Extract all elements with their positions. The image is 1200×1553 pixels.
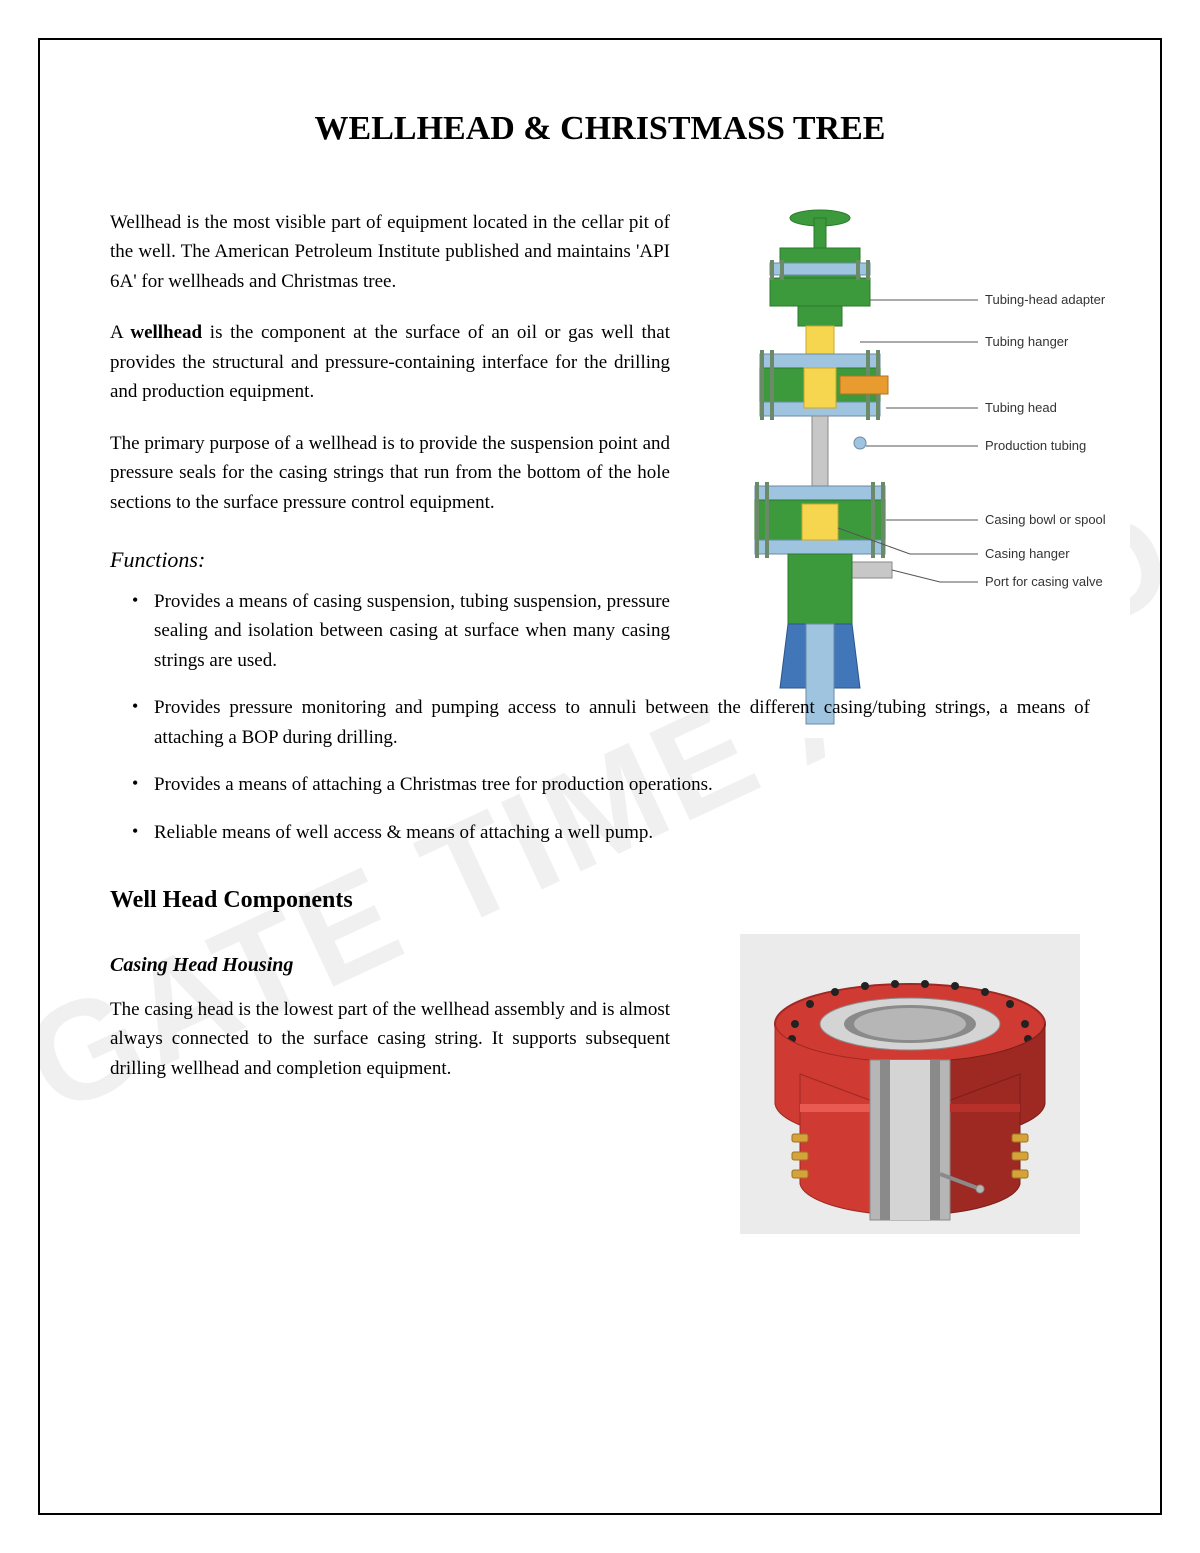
wellhead-schematic-svg: Tubing-head adapter Tubing hanger Tubing…	[710, 208, 1130, 738]
components-heading: Well Head Components	[110, 887, 1090, 914]
label-tubing-head-adapter: Tubing-head adapter	[985, 292, 1106, 307]
casing-head-diagram	[740, 934, 1080, 1234]
wellhead-schematic-diagram: Tubing-head adapter Tubing hanger Tubing…	[710, 208, 1130, 738]
intro-p1: Wellhead is the most visible part of equ…	[110, 208, 670, 296]
function-item: Reliable means of well access & means of…	[110, 818, 1090, 847]
label-casing-bowl: Casing bowl or spool	[985, 512, 1106, 527]
intro-p2a: A	[110, 322, 130, 343]
label-port-casing-valve: Port for casing valve	[985, 574, 1103, 589]
intro-p2: A wellhead is the component at the surfa…	[110, 318, 670, 406]
function-item: Provides pressure monitoring and pumping…	[110, 693, 1090, 752]
function-item: Provides a means of casing suspension, t…	[110, 587, 670, 675]
intro-p3: The primary purpose of a wellhead is to …	[110, 429, 670, 517]
label-production-tubing: Production tubing	[985, 438, 1086, 453]
page: GATE TIME ACAD WELLHEAD & CHRISTMASS TRE…	[0, 0, 1200, 1553]
page-border: GATE TIME ACAD WELLHEAD & CHRISTMASS TRE…	[38, 38, 1162, 1515]
label-casing-hanger: Casing hanger	[985, 546, 1070, 561]
intro-p2-bold: wellhead	[130, 322, 202, 343]
label-tubing-hanger: Tubing hanger	[985, 334, 1069, 349]
label-tubing-head: Tubing head	[985, 400, 1057, 415]
document-title: WELLHEAD & CHRISTMASS TREE	[110, 110, 1090, 148]
casing-head-svg	[740, 934, 1080, 1234]
casing-head-heading: Casing Head Housing	[110, 954, 670, 977]
components-block: Casing Head Housing The casing head is t…	[110, 954, 1090, 1083]
content-area: Tubing-head adapter Tubing hanger Tubing…	[110, 208, 1090, 1083]
intro-text-column: Wellhead is the most visible part of equ…	[110, 208, 670, 517]
function-item: Provides a means of attaching a Christma…	[110, 770, 1090, 799]
components-text: Casing Head Housing The casing head is t…	[110, 954, 670, 1083]
intro-block: Tubing-head adapter Tubing hanger Tubing…	[110, 208, 1090, 847]
casing-head-paragraph: The casing head is the lowest part of th…	[110, 995, 670, 1083]
wellhead-body	[755, 210, 892, 724]
